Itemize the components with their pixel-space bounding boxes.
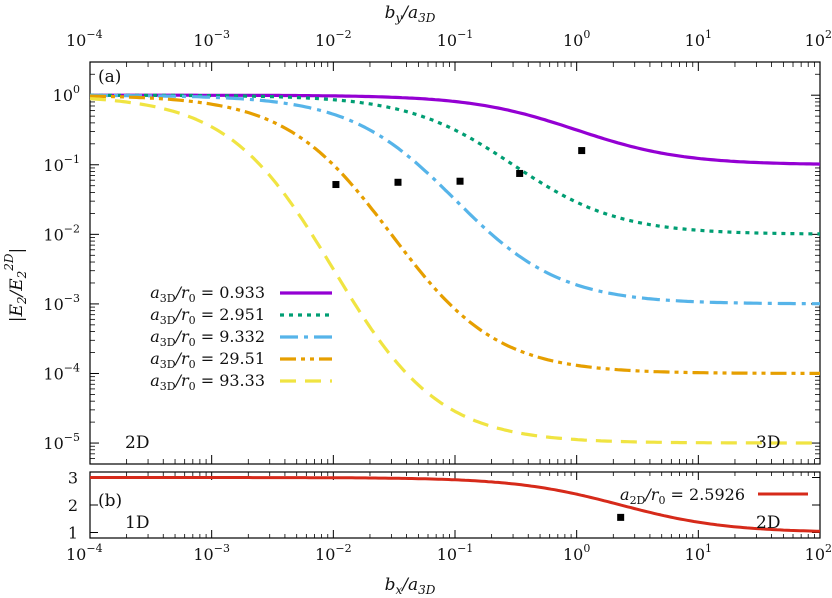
panel-a: 10−4 10−3 10−2 10−1 100 101 102 100 10−1 10−2 10−3… xyxy=(2,3,832,465)
top-x-tick-label: 102 xyxy=(805,28,832,50)
top-x-tick-label: 10−1 xyxy=(437,28,474,50)
panel-b-legend: a2D/r0 = 2.5926 xyxy=(620,485,808,507)
bottom-x-tick-label: 10−1 xyxy=(437,542,474,564)
panel-a-label: (a) xyxy=(98,67,121,87)
panel-a-region-right: 3D xyxy=(756,433,780,453)
top-x-tick-label: 101 xyxy=(685,28,712,50)
panel-a-ticks: 10−4 10−3 10−2 10−1 100 101 102 100 10−1 10−2 10−3… xyxy=(43,28,832,464)
panel-b-label: (b) xyxy=(98,491,122,511)
y-tick-label: 10−2 xyxy=(43,222,80,244)
bottom-x-tick-label: 10−4 xyxy=(66,542,103,564)
panel-a-region-left: 2D xyxy=(125,433,149,453)
bottom-x-tick-label: 10−2 xyxy=(315,542,352,564)
panel-b-series-line xyxy=(90,476,821,533)
top-axis-label: by/a3D xyxy=(385,3,436,25)
y-tick-label: 1 xyxy=(68,524,78,543)
series-marker-1 xyxy=(578,147,586,155)
panel-b-legend-label: a2D/r0 = 2.5926 xyxy=(620,485,745,507)
series-marker-5 xyxy=(332,181,340,189)
y-tick-label: 10−3 xyxy=(43,292,80,314)
bottom-x-tick-label: 10−3 xyxy=(193,542,230,564)
panel-a-ylabel: |E2/E22D| xyxy=(2,248,29,323)
panel-b-region-left: 1D xyxy=(125,513,149,533)
panel-a-curves xyxy=(89,93,821,445)
panel-b-ticks: 10−4 10−3 10−2 10−1 100 101 102 1 2 3 xyxy=(66,469,832,565)
panel-b-frame xyxy=(89,471,821,539)
top-x-tick-label: 100 xyxy=(563,28,590,50)
series-marker-3 xyxy=(456,177,464,185)
series-marker-4 xyxy=(394,178,402,186)
panel-b-curves xyxy=(90,476,821,533)
y-tick-label: 10−4 xyxy=(43,361,80,383)
series-line-5 xyxy=(89,97,820,445)
y-tick-label: 10−1 xyxy=(43,153,80,175)
y-tick-label: 10−5 xyxy=(43,431,80,453)
legend-label-3: a3D/r0 = 9.332 xyxy=(150,327,265,349)
panel-b-markers xyxy=(617,513,625,521)
panel-b-region-right: 2D xyxy=(756,513,780,533)
top-x-tick-label: 10−4 xyxy=(66,28,103,50)
series-line-1 xyxy=(90,93,821,166)
legend-label-1: a3D/r0 = 0.933 xyxy=(150,283,265,305)
bottom-x-tick-label: 101 xyxy=(685,542,712,564)
bottom-x-tick-label: 100 xyxy=(563,542,590,564)
panel-b-series-marker xyxy=(617,513,625,521)
legend-label-4: a3D/r0 = 29.51 xyxy=(150,349,265,371)
y-tick-label: 3 xyxy=(68,469,78,488)
legend-label-5: a3D/r0 = 93.33 xyxy=(150,371,265,393)
series-line-4 xyxy=(89,94,820,375)
panel-a-markers xyxy=(332,147,586,189)
series-marker-2 xyxy=(516,169,524,177)
bottom-x-tick-label: 102 xyxy=(805,542,832,564)
y-tick-label: 100 xyxy=(53,83,80,105)
legend-label-2: a3D/r0 = 2.951 xyxy=(150,305,265,327)
series-line-3 xyxy=(90,93,820,306)
panel-b: 10−4 10−3 10−2 10−1 100 101 102 1 2 3 (b) 1D 2D a… xyxy=(66,469,832,598)
series-line-2 xyxy=(90,93,820,236)
top-x-tick-label: 10−2 xyxy=(315,28,352,50)
top-x-tick-label: 10−3 xyxy=(193,28,230,50)
bottom-axis-label: bx/a3D xyxy=(385,575,436,597)
y-tick-label: 2 xyxy=(68,496,78,515)
